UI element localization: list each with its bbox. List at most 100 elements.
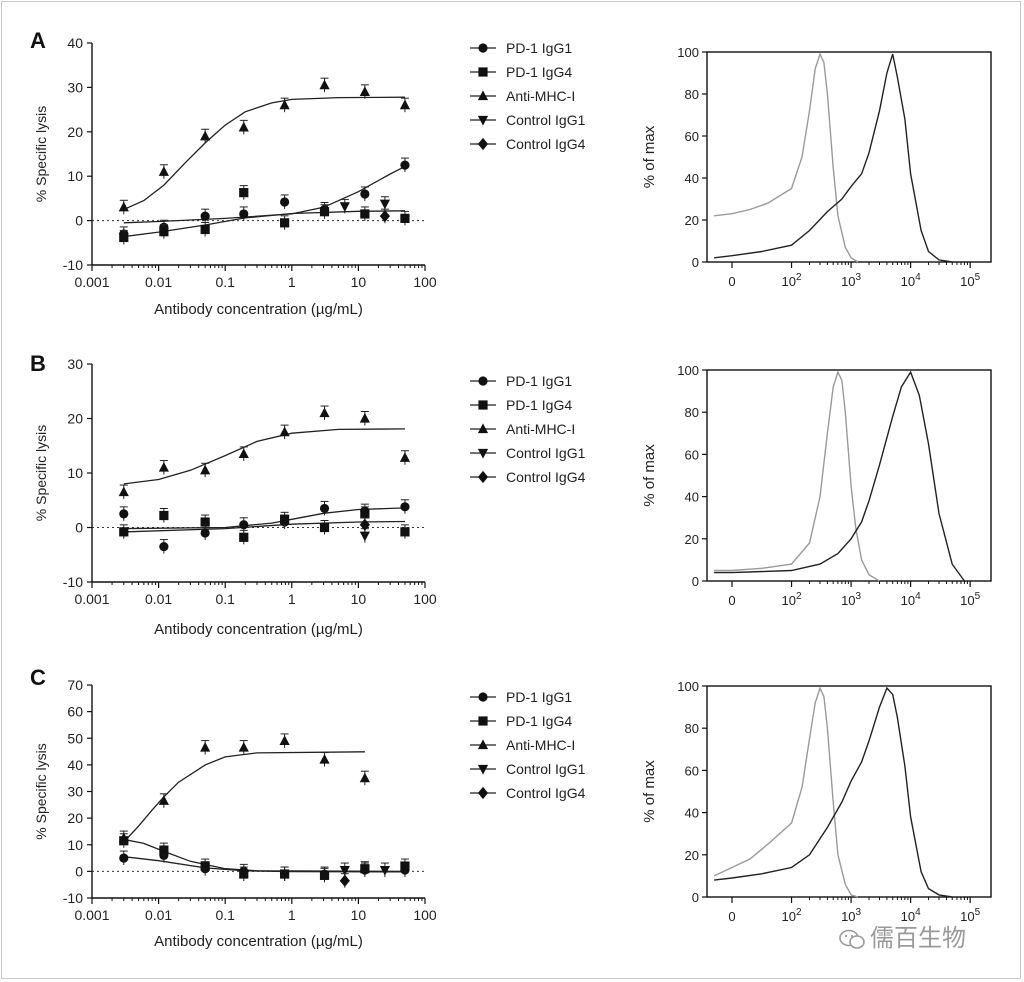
watermark: 儒百生物 <box>838 918 966 953</box>
y-tick-label: 20 <box>67 124 83 140</box>
histogram-A-histogram: 0 20 40 60 80 100 % of max 0 102 103 104 105 <box>641 45 992 289</box>
y-tick-label: -10 <box>63 257 83 273</box>
y-tick-label: 40 <box>67 35 83 51</box>
legend-marker-square <box>478 67 488 77</box>
fit-curve <box>123 165 406 224</box>
data-point-square <box>280 514 290 524</box>
x-tick-label: 0.001 <box>74 274 109 290</box>
legend-marker-diamond <box>477 137 489 151</box>
data-point-diamond <box>359 518 370 531</box>
x-tick-label: 104 <box>901 907 921 924</box>
data-point-triangle-up <box>238 448 249 459</box>
legend-label: Control IgG4 <box>506 469 586 485</box>
x-tick-label: 100 <box>413 907 437 923</box>
data-point-triangle-up <box>279 735 290 746</box>
histogram-curve <box>713 686 859 898</box>
histogram-frame <box>706 685 992 898</box>
x-axis-label: Antibody concentration (µg/mL) <box>154 301 363 318</box>
x-tick-label: 10 <box>351 907 367 923</box>
x-tick-label: 0.1 <box>215 591 235 607</box>
data-point-triangle-up <box>359 86 370 96</box>
data-point-circle <box>280 197 290 207</box>
x-tick-label: 102 <box>782 591 802 608</box>
legend-marker-triangle-up <box>477 739 489 750</box>
y-tick-label: 100 <box>677 679 699 694</box>
y-tick-label: 20 <box>67 810 83 826</box>
y-tick-label: 40 <box>685 171 699 186</box>
x-tick-label: 100 <box>413 274 437 290</box>
wechat-icon <box>839 929 865 949</box>
data-point-circle <box>360 189 370 199</box>
data-point-circle <box>239 209 249 219</box>
data-point-triangle-up <box>158 795 169 805</box>
x-tick-label: 10 <box>351 591 367 607</box>
legend-marker-circle <box>478 376 488 386</box>
y-tick-label: 0 <box>692 890 699 905</box>
y-tick-label: 60 <box>685 447 699 462</box>
fit-curve <box>123 428 406 485</box>
legend-label: PD-1 IgG4 <box>506 397 572 413</box>
data-point-triangle-up <box>118 486 129 497</box>
y-tick-label: 40 <box>685 490 699 505</box>
data-point-triangle-up <box>319 753 330 764</box>
data-point-triangle-down <box>379 865 391 876</box>
y-axis-label: % Specific lysis <box>33 743 49 839</box>
y-tick-label: 30 <box>67 784 83 800</box>
y-tick-label: 40 <box>685 806 699 821</box>
y-tick-label: 80 <box>685 87 699 102</box>
x-tick-label: 0 <box>728 274 735 289</box>
data-point-square <box>119 232 129 243</box>
y-axis-label: % Specific lysis <box>33 425 49 521</box>
legend-label: Control IgG1 <box>506 761 586 777</box>
legend-marker-diamond <box>477 470 489 484</box>
y-tick-label: 20 <box>685 213 699 228</box>
x-tick-label: 1 <box>288 274 296 290</box>
histogram-curve <box>714 686 953 898</box>
data-point-square <box>319 870 330 880</box>
data-point-triangle-up <box>279 426 290 437</box>
x-tick-label: 103 <box>841 907 861 924</box>
x-tick-label: 103 <box>841 591 861 608</box>
panel-B: B -10 0 10 20 30 0.001 0.01 0.1 1 10 100 Antibody co… <box>30 351 586 638</box>
legend-label: PD-1 IgG1 <box>506 689 572 705</box>
y-axis-label: % Specific lysis <box>33 106 49 202</box>
data-point-square <box>360 509 370 519</box>
y-tick-label: 60 <box>685 129 699 144</box>
y-tick-label: 0 <box>75 863 83 879</box>
legend-label: Control IgG1 <box>506 445 586 461</box>
histogram-C-histogram: 0 20 40 60 80 100 % of max 0 102 103 104 105 <box>641 679 992 924</box>
x-tick-label: 0.001 <box>74 591 109 607</box>
data-point-triangle-up <box>158 461 169 472</box>
data-point-circle <box>200 528 210 538</box>
legend-label: PD-1 IgG4 <box>506 64 572 80</box>
x-tick-label: 104 <box>901 591 921 608</box>
legend-marker-triangle-down <box>477 115 489 126</box>
legend-marker-triangle-down <box>477 764 489 775</box>
y-axis-label: % of max <box>641 125 658 188</box>
data-point-square <box>280 218 290 228</box>
data-point-square <box>400 861 410 871</box>
x-tick-label: 105 <box>960 591 980 608</box>
data-point-square <box>360 209 370 219</box>
data-point-triangle-down <box>359 531 370 542</box>
data-point-square <box>319 207 330 217</box>
data-point-triangle-up <box>200 130 211 141</box>
data-point-triangle-up <box>319 407 330 418</box>
x-axis-label: Antibody concentration (µg/mL) <box>154 621 363 638</box>
x-tick-label: 102 <box>782 272 802 289</box>
data-point-circle <box>400 160 410 170</box>
y-tick-label: 50 <box>67 730 83 746</box>
histogram-curve <box>714 53 953 263</box>
y-tick-label: 40 <box>67 757 83 773</box>
histogram-B-histogram: 0 20 40 60 80 100 % of max 0 102 103 104 105 <box>641 363 992 608</box>
y-tick-label: 0 <box>692 574 699 589</box>
y-tick-label: -10 <box>63 574 83 590</box>
y-tick-label: 100 <box>677 45 699 60</box>
x-tick-label: 102 <box>782 907 802 924</box>
fit-curve <box>123 96 406 211</box>
data-point-square <box>159 227 169 237</box>
data-point-square <box>200 224 210 235</box>
data-point-triangle-up <box>238 741 249 752</box>
data-point-circle <box>239 520 249 530</box>
